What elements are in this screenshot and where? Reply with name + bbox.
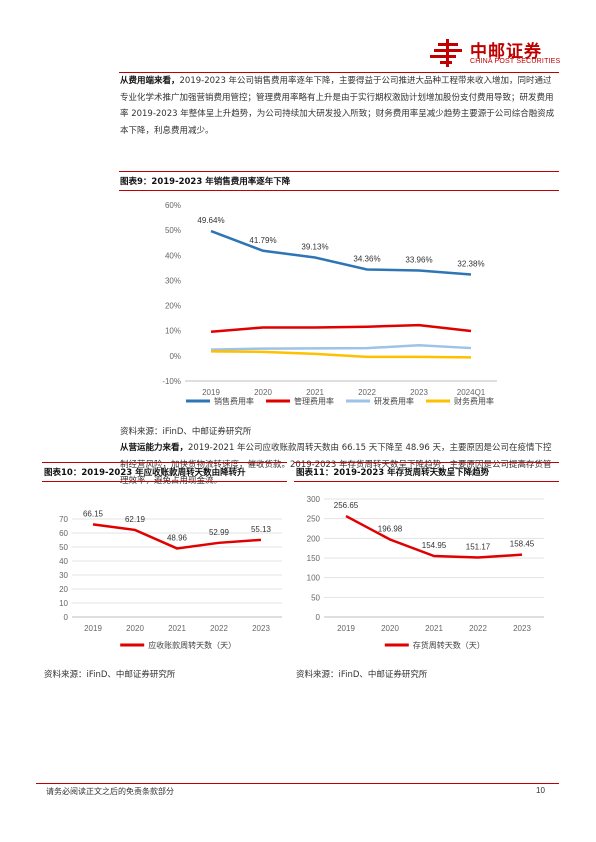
figure11-x-tick-label: 2023 bbox=[513, 624, 531, 633]
figure11-data-label: 196.98 bbox=[378, 525, 403, 534]
figure9-chart: -10% 0% 10% 20% 30% 40% 50% 60% 2019 2020 2021 2022… bbox=[162, 201, 497, 406]
figure9-series-line bbox=[210, 323, 472, 333]
figure9-source: 资料来源：iFinD、中邮证券研究所 bbox=[120, 427, 252, 437]
figure9-legend-label: 销售费用率 bbox=[214, 396, 254, 406]
figure11-top-rule bbox=[294, 462, 559, 463]
figure10-data-label: 62.19 bbox=[125, 515, 146, 524]
page-number: 10 bbox=[536, 786, 545, 795]
figure10-title: 图表10：2019-2023 年应收账款周转天数由降转升 bbox=[44, 468, 246, 478]
figure9-data-label: 39.13% bbox=[301, 242, 328, 251]
figure11-series-line bbox=[345, 514, 523, 559]
figure9-x-tick-label: 2020 bbox=[254, 388, 272, 397]
figure10-y-tick-label: 30 bbox=[59, 571, 68, 580]
logo-chinese-name: 中邮证券 bbox=[470, 42, 542, 62]
figure11-data-label: 154.95 bbox=[422, 541, 447, 550]
figure11-title: 图表11：2019-2023 年存货周转天数呈下降趋势 bbox=[296, 468, 490, 478]
paragraph-operations: 从营运能力来看，2019-2021 年公司应收账款周转天数由 66.15 天下降… bbox=[120, 440, 557, 490]
figure11-data-label: 151.17 bbox=[466, 543, 491, 552]
figure11-source: 资料来源：iFinD、中邮证券研究所 bbox=[296, 670, 428, 680]
figure10-x-tick-label: 2020 bbox=[126, 624, 144, 633]
figure10-legend-label: 应收账款周转天数（天） bbox=[148, 640, 236, 650]
figure10-y-tick-label: 60 bbox=[59, 529, 68, 538]
figure9-x-tick-label: 2024Q1 bbox=[457, 388, 486, 397]
figure10-x-tick-label: 2021 bbox=[168, 624, 186, 633]
figure10-y-tick-label: 10 bbox=[59, 599, 68, 608]
figure11-data-label: 158.45 bbox=[510, 540, 535, 549]
figure9-data-label: 49.64% bbox=[197, 216, 224, 225]
figure9-y-tick-label: 20% bbox=[165, 302, 181, 311]
figure9-y-tick-label: 40% bbox=[165, 251, 181, 260]
figure11-legend-label: 存货周转天数（天） bbox=[413, 640, 485, 650]
figure9-series-line bbox=[210, 350, 472, 359]
figure11-x-tick-label: 2019 bbox=[337, 624, 355, 633]
figure9-top-rule bbox=[119, 171, 559, 172]
figure10-y-tick-label: 20 bbox=[59, 585, 68, 594]
figure9-legend-label: 财务费用率 bbox=[454, 396, 494, 406]
china-post-securities-logo bbox=[430, 39, 462, 67]
figure9-y-tick-label: 50% bbox=[165, 226, 181, 235]
figure11-title-rule bbox=[294, 481, 559, 482]
logo-english-name: CHINA POST SECURITIES bbox=[470, 58, 561, 65]
figure10-y-tick-label: 50 bbox=[59, 543, 68, 552]
figure10-y-tick-label: 70 bbox=[59, 515, 68, 524]
figure11-y-tick-label: 50 bbox=[311, 593, 320, 602]
figure11-data-label: 256.65 bbox=[334, 501, 359, 510]
paragraph-body: 2019-2023 年公司销售费用率逐年下降，主要得益于公司推进大品种工程带来收… bbox=[120, 76, 555, 136]
figure9-title: 图表9：2019-2023 年销售费用率逐年下降 bbox=[120, 177, 291, 187]
figure9-x-tick-label: 2023 bbox=[410, 388, 428, 397]
figure9-x-tick-label: 2022 bbox=[358, 388, 376, 397]
figure9-y-tick-label: 10% bbox=[165, 327, 181, 336]
figure10-title-rule bbox=[42, 481, 287, 482]
header-divider bbox=[119, 72, 559, 73]
figure10-y-tick-label: 0 bbox=[64, 613, 69, 622]
figure9-x-tick-label: 2021 bbox=[306, 388, 324, 397]
figure10-chart: 0 10 20 30 40 50 60 70 2019 2020 2021 2022 2023 66.15… bbox=[59, 509, 282, 650]
figure9-data-label: 41.79% bbox=[249, 236, 276, 245]
figure9-series-line bbox=[210, 344, 472, 351]
figure10-data-label: 48.96 bbox=[167, 533, 188, 542]
figure11-y-tick-label: 200 bbox=[307, 534, 321, 543]
figure9-title-rule bbox=[119, 190, 559, 191]
figure9-x-tick-label: 2019 bbox=[202, 388, 220, 397]
figure10-source: 资料来源：iFinD、中邮证券研究所 bbox=[44, 670, 176, 680]
figure10-data-label: 66.15 bbox=[83, 509, 104, 518]
figure10-data-label: 55.13 bbox=[251, 525, 272, 534]
figure9-legend-label: 研发费用率 bbox=[374, 396, 414, 406]
figure11-chart: 0 50 100 150 200 250 300 2019 2020 2021 2022 2023 25… bbox=[307, 495, 544, 650]
figure9-y-tick-label: 60% bbox=[165, 201, 181, 210]
paragraph-lead: 从营运能力来看， bbox=[120, 443, 189, 453]
figure10-y-tick-label: 40 bbox=[59, 557, 68, 566]
paragraph-expenses: 从费用端来看，2019-2023 年公司销售费用率逐年下降，主要得益于公司推进大… bbox=[120, 73, 557, 139]
figure10-x-tick-label: 2023 bbox=[252, 624, 270, 633]
figure9-y-tick-label: 30% bbox=[165, 276, 181, 285]
figure11-y-tick-label: 150 bbox=[307, 554, 321, 563]
figure9-series-line bbox=[210, 229, 472, 276]
figure9-data-label: 32.38% bbox=[457, 259, 484, 268]
figure10-data-label: 52.99 bbox=[209, 528, 230, 537]
figure11-x-tick-label: 2021 bbox=[425, 624, 443, 633]
figure9-data-label: 33.96% bbox=[405, 255, 432, 264]
figure11-x-tick-label: 2020 bbox=[381, 624, 399, 633]
figure9-data-label: 34.36% bbox=[353, 254, 380, 263]
figure11-x-tick-label: 2022 bbox=[469, 624, 487, 633]
paragraph-lead: 从费用端来看， bbox=[120, 76, 180, 86]
figure10-x-tick-label: 2022 bbox=[210, 624, 228, 633]
figure11-y-tick-label: 300 bbox=[307, 495, 321, 504]
figure9-y-tick-label: 0% bbox=[169, 352, 181, 361]
figure11-y-tick-label: 250 bbox=[307, 515, 321, 524]
figure10-series-line bbox=[92, 523, 262, 550]
figure10-x-tick-label: 2019 bbox=[84, 624, 102, 633]
footer-divider bbox=[36, 783, 559, 784]
figure10-top-rule bbox=[42, 462, 287, 463]
figure11-y-tick-label: 0 bbox=[316, 613, 321, 622]
footer-disclaimer: 请务必阅读正文之后的免责条款部分 bbox=[46, 787, 174, 796]
figure9-legend-label: 管理费用率 bbox=[294, 396, 334, 406]
figure9-y-tick-label: -10% bbox=[162, 377, 181, 386]
figure11-y-tick-label: 100 bbox=[307, 574, 321, 583]
